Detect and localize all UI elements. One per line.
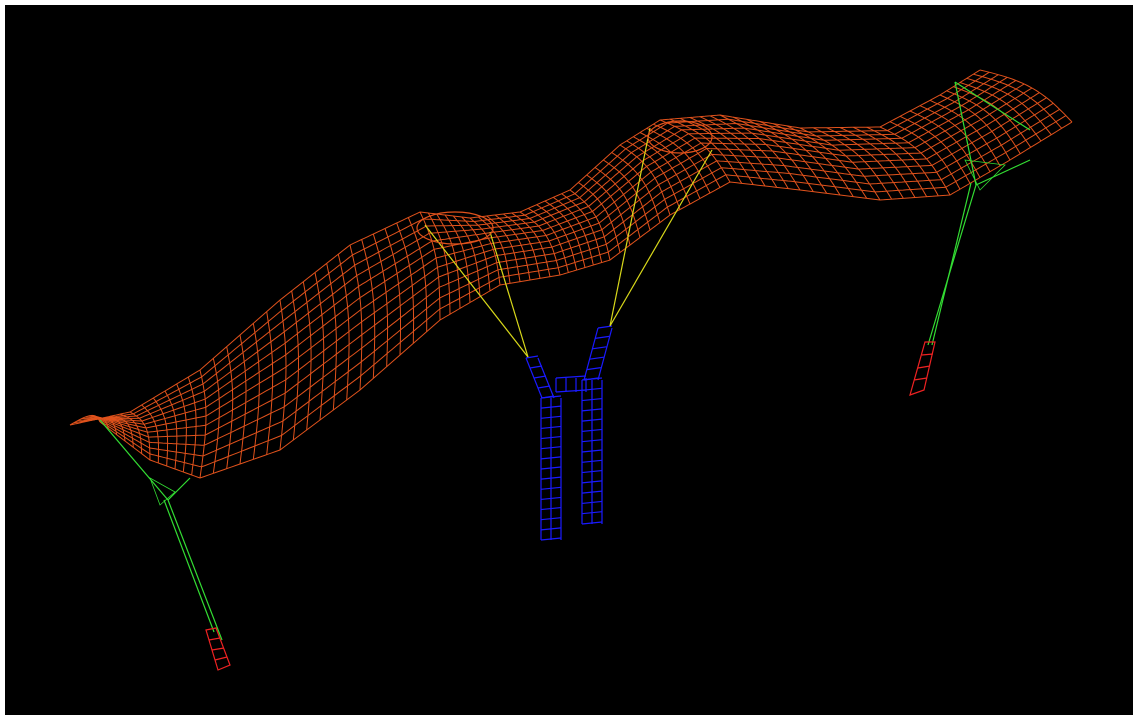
background: [5, 5, 1133, 715]
viewport: [0, 0, 1133, 720]
page: {} (() => { const svg = document.getElem…: [0, 0, 1133, 720]
